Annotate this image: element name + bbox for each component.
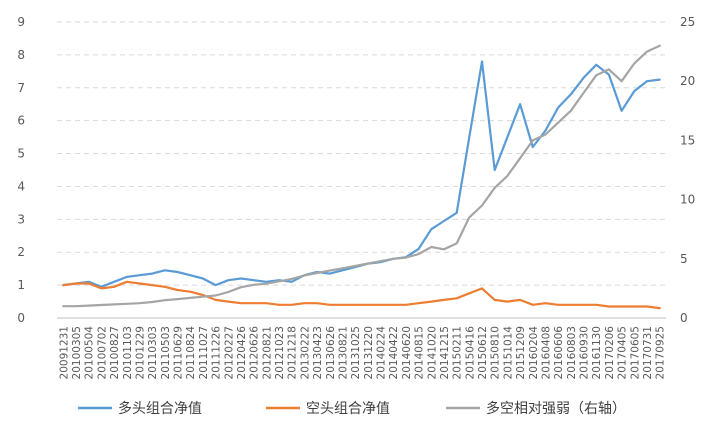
x-tick-label: 20100827 [109, 326, 121, 379]
x-tick-label: 20160204 [528, 326, 540, 380]
x-tick-label: 20160606 [553, 326, 565, 380]
series-layer [62, 44, 661, 310]
x-tick-label: 20100702 [96, 326, 108, 379]
left-tick-label: 3 [17, 212, 25, 226]
x-tick-label: 20170405 [617, 326, 629, 379]
right-tick-label: 20 [680, 74, 695, 88]
series-line-0 [62, 60, 661, 288]
x-tick-label: 20131220 [363, 326, 375, 379]
x-tick-label: 20140815 [414, 326, 426, 379]
left-tick-label: 8 [17, 48, 25, 62]
series-line-2 [62, 44, 661, 308]
x-tick-label: 20150416 [464, 326, 476, 380]
legend-label-0: 多头组合净值 [118, 400, 202, 417]
series-line-1 [62, 280, 661, 310]
x-tick-label: 20140224 [376, 326, 388, 380]
x-tick-label: 20160930 [579, 326, 591, 379]
x-tick-label: 20170925 [655, 326, 667, 379]
x-tick-label: 20101229 [134, 326, 146, 379]
x-tick-label: 20120821 [261, 326, 273, 379]
x-tick-label: 20151014 [502, 326, 514, 380]
x-axis-ticks: 20091231 20100305 20100504 20100702 20100827… [58, 326, 666, 380]
x-tick-label: 20151209 [515, 326, 527, 379]
left-tick-label: 7 [17, 81, 25, 95]
left-tick-label: 5 [17, 147, 25, 161]
x-tick-label: 20170206 [604, 326, 616, 380]
x-tick-label: 20150211 [452, 326, 464, 379]
left-tick-label: 0 [17, 311, 25, 325]
right-axis-ticks: 0 5 10 15 20 25 [680, 15, 695, 325]
x-tick-label: 20110303 [147, 326, 159, 379]
x-tick-label: 20150810 [490, 326, 502, 379]
x-tick-label: 20111027 [198, 326, 210, 379]
right-tick-label: 25 [680, 15, 695, 29]
legend-label-1: 空头组合净值 [306, 401, 390, 417]
x-tick-label: 20141215 [439, 326, 451, 379]
x-tick-label: 20120426 [236, 326, 248, 380]
x-tick-label: 20111226 [211, 326, 223, 380]
x-tick-label: 20161130 [591, 326, 603, 379]
right-tick-label: 5 [680, 252, 688, 266]
legend: 多头组合净值 空头组合净值 多空相对强弱（右轴） [78, 400, 626, 417]
x-tick-label: 20110629 [173, 326, 185, 379]
x-tick-label: 20140620 [401, 326, 413, 379]
left-tick-label: 6 [17, 114, 25, 128]
x-tick-label: 20140422 [388, 326, 400, 379]
x-tick-label: 20101103 [122, 326, 134, 379]
left-axis-ticks: 0 1 2 3 4 5 6 7 8 9 [17, 15, 25, 325]
x-tick-label: 20150612 [477, 326, 489, 379]
x-tick-label: 20160408 [540, 326, 552, 379]
x-tick-label: 20121218 [287, 326, 299, 379]
x-tick-label: 20110503 [160, 326, 172, 379]
x-tick-label: 20130821 [337, 326, 349, 379]
x-tick-label: 20130222 [299, 326, 311, 379]
x-tick-label: 20121023 [274, 326, 286, 379]
left-tick-label: 1 [17, 278, 25, 292]
right-tick-label: 0 [680, 311, 688, 325]
x-tick-label: 20091231 [58, 326, 70, 379]
x-tick-label: 20100305 [71, 326, 83, 379]
x-tick-label: 20130626 [325, 326, 337, 380]
x-tick-label: 20160803 [566, 326, 578, 379]
left-tick-label: 9 [17, 15, 25, 29]
left-tick-label: 4 [17, 179, 25, 193]
x-tick-label: 20100504 [84, 326, 96, 380]
x-tick-label: 20141020 [426, 326, 438, 379]
x-tick-label: 20120626 [249, 326, 261, 380]
right-tick-label: 10 [680, 193, 695, 207]
x-tick-label: 20130423 [312, 326, 324, 379]
x-tick-label: 20170605 [629, 326, 641, 379]
x-tick-label: 20170731 [642, 326, 654, 379]
x-tick-label: 20131025 [350, 326, 362, 379]
x-tick-label: 20120227 [223, 326, 235, 379]
right-tick-label: 15 [680, 133, 695, 147]
x-tick-label: 20110824 [185, 326, 197, 380]
legend-label-2: 多空相对强弱（右轴） [486, 400, 626, 417]
left-tick-label: 2 [17, 245, 25, 259]
